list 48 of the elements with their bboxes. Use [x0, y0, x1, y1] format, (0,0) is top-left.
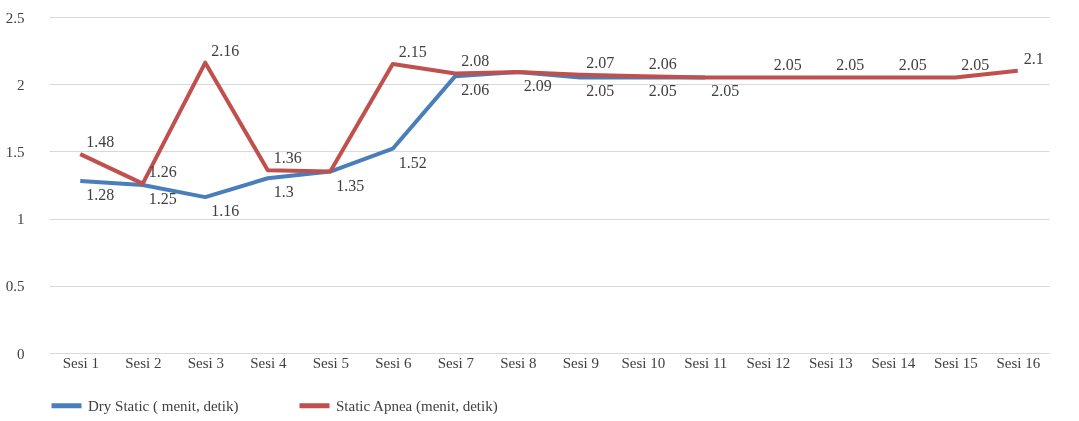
data-label: 2.15	[398, 43, 427, 61]
y-tick-label: 0.5	[5, 278, 25, 295]
x-tick-label: Sesi 6	[375, 354, 412, 371]
x-tick-label: Sesi 10	[621, 354, 666, 371]
y-tick-label: 1.5	[5, 143, 25, 160]
data-label: 1.28	[86, 185, 115, 203]
data-label: 2.07	[586, 53, 615, 71]
legend-label: Dry Static ( menit, detik)	[88, 397, 239, 415]
x-tick-label: Sesi 15	[933, 354, 978, 371]
data-label: 2.09	[523, 77, 552, 95]
data-label: 2.06	[461, 81, 490, 99]
x-tick-label: Sesi 3	[187, 354, 224, 371]
data-label: 2.05	[773, 56, 802, 74]
x-tick-label: Sesi 11	[684, 354, 728, 371]
x-tick-label: Sesi 4	[250, 354, 287, 371]
data-label: 1.25	[148, 190, 177, 207]
data-label: 2.16	[211, 41, 240, 59]
legend-label: Static Apnea (menit, detik)	[336, 397, 498, 415]
x-tick-label: Sesi 8	[500, 354, 537, 371]
data-label: 2.1	[1023, 49, 1044, 67]
data-label: 1.3	[273, 183, 294, 201]
x-tick-label: Sesi 1	[62, 354, 99, 371]
data-label: 1.52	[398, 153, 427, 171]
x-tick-label: Sesi 9	[562, 354, 599, 371]
data-label: 1.35	[336, 176, 365, 194]
data-label: 2.06	[648, 55, 677, 73]
x-tick-label: Sesi 13	[808, 354, 853, 371]
data-label: 2.05	[898, 56, 927, 74]
x-tick-label: Sesi 12	[746, 354, 791, 371]
x-tick-label: Sesi 7	[437, 354, 475, 371]
y-tick-label: 2	[17, 76, 25, 93]
data-label: 2.05	[648, 82, 677, 100]
y-tick-label: 2.5	[5, 9, 25, 26]
y-tick-label: 1	[17, 211, 25, 228]
data-label: 1.48	[86, 133, 115, 151]
data-label: 1.16	[211, 202, 240, 220]
data-label: 2.05	[836, 56, 865, 74]
data-label: 1.36	[273, 149, 302, 167]
data-label: 2.08	[461, 52, 490, 70]
y-tick-label: 0	[17, 345, 25, 362]
x-tick-label: Sesi 5	[312, 354, 349, 371]
data-label: 1.26	[148, 162, 177, 180]
data-label: 2.05	[961, 56, 990, 74]
x-tick-label: Sesi 16	[996, 354, 1041, 371]
data-label: 2.05	[586, 82, 615, 100]
x-tick-label: Sesi 2	[125, 354, 162, 371]
data-label: 2.05	[711, 82, 740, 100]
x-tick-label: Sesi 14	[871, 354, 916, 371]
